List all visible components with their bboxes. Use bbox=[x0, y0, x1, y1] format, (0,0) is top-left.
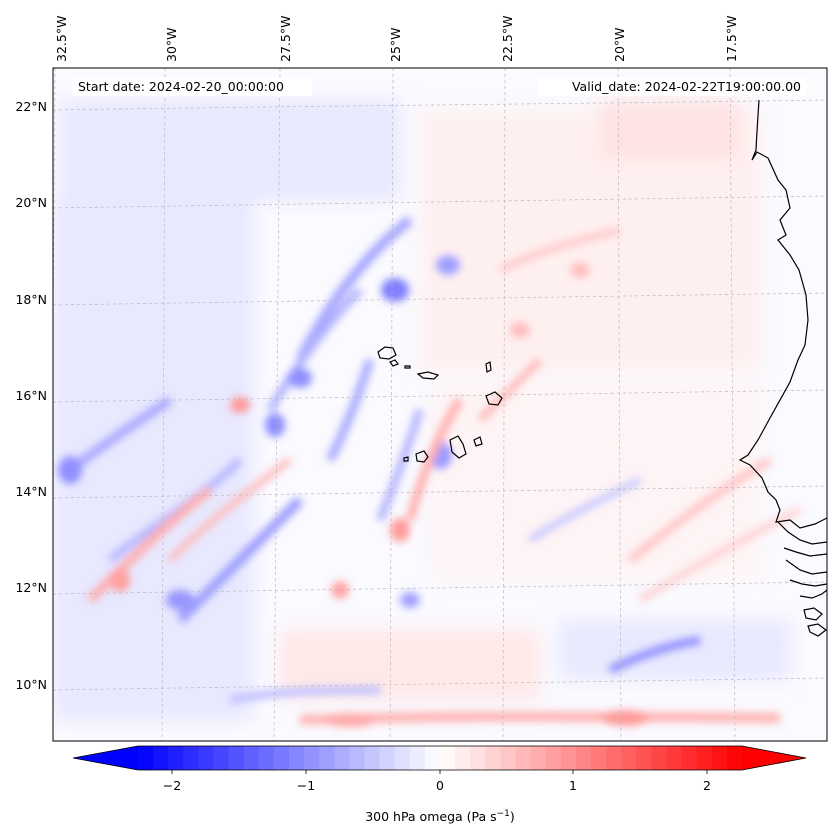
colorbar-segment bbox=[455, 746, 471, 770]
lat-label: 22°N bbox=[15, 99, 47, 114]
colorbar-segment bbox=[198, 746, 214, 770]
colorbar-segment bbox=[681, 746, 698, 770]
lon-label: 30°W bbox=[164, 27, 179, 62]
cape-verde-islands bbox=[377, 346, 503, 463]
colorbar-segment bbox=[379, 746, 396, 770]
start-date-text: Start date: 2024-02-20_00:00:00 bbox=[78, 79, 284, 94]
colorbar-segment bbox=[711, 746, 728, 770]
colorbar-ticks bbox=[171, 770, 708, 774]
longitude-labels: 32.5°W 30°W 27.5°W 25°W 22.5°W 20°W 17.5… bbox=[54, 16, 739, 62]
colorbar-segment bbox=[258, 746, 275, 770]
colorbar-segment bbox=[243, 746, 260, 770]
colorbar-segment bbox=[228, 746, 245, 770]
start-date-box bbox=[72, 77, 312, 96]
colorbar-segment bbox=[666, 746, 682, 770]
colorbar-segment bbox=[168, 746, 184, 770]
colorbar-segment bbox=[349, 746, 365, 770]
colorbar-tick-label: 2 bbox=[703, 778, 711, 793]
colorbar-segment bbox=[394, 746, 411, 770]
island-fogo bbox=[415, 450, 429, 463]
lon-label: 17.5°W bbox=[724, 16, 739, 62]
lon-label: 25°W bbox=[388, 27, 403, 62]
colorbar-segment bbox=[545, 746, 562, 770]
island-brava bbox=[403, 456, 409, 462]
colorbar-title: 300 hPa omega (Pa s−1) bbox=[365, 809, 515, 824]
colorbar-tick-label: −2 bbox=[163, 778, 181, 793]
colorbar-segment bbox=[364, 746, 380, 770]
colorbar-segment bbox=[319, 746, 335, 770]
island-sao-nicolau bbox=[416, 371, 440, 380]
map-panel bbox=[53, 68, 827, 741]
island-sal bbox=[485, 361, 492, 373]
colorbar-segment bbox=[500, 746, 516, 770]
island-santo-antao bbox=[377, 346, 397, 360]
africa-coastline bbox=[738, 99, 827, 637]
omega-broad-field bbox=[53, 100, 790, 720]
lat-label: 12°N bbox=[15, 580, 47, 595]
colorbar-segment bbox=[515, 746, 531, 770]
valid-date-box bbox=[538, 77, 807, 96]
valid-date-text: Valid_date: 2024-02-22T19:00:00.00 bbox=[572, 79, 801, 94]
colorbar-segment bbox=[289, 746, 305, 770]
lat-label: 18°N bbox=[15, 292, 47, 307]
colorbar-segment bbox=[153, 746, 169, 770]
colorbar-segments bbox=[138, 746, 743, 770]
colorbar-segment bbox=[213, 746, 229, 770]
colorbar-segment bbox=[304, 746, 320, 770]
colorbar-segment bbox=[621, 746, 637, 770]
island-santa-luzia bbox=[404, 365, 411, 369]
lat-label: 16°N bbox=[15, 388, 47, 403]
lon-label: 27.5°W bbox=[278, 16, 293, 62]
latitude-labels: 22°N 20°N 18°N 16°N 14°N 12°N 10°N bbox=[15, 99, 47, 692]
colorbar-segment bbox=[575, 746, 592, 770]
lat-label: 14°N bbox=[15, 484, 47, 499]
colorbar-min-extend bbox=[73, 746, 138, 770]
colorbar-tick-label: 0 bbox=[436, 778, 444, 793]
colorbar-segment bbox=[273, 746, 290, 770]
colorbar-segment bbox=[183, 746, 199, 770]
lon-label: 20°W bbox=[612, 27, 627, 62]
island-sao-vicente bbox=[389, 359, 399, 367]
colorbar-segment bbox=[696, 746, 713, 770]
lon-label: 32.5°W bbox=[54, 16, 69, 62]
colorbar: −2 −1 0 1 2 300 hPa omega (Pa s−1) bbox=[72, 745, 807, 824]
colorbar-outline bbox=[72, 745, 807, 771]
colorbar-segment bbox=[651, 746, 667, 770]
island-santiago bbox=[449, 435, 467, 459]
colorbar-segment bbox=[138, 746, 154, 770]
colorbar-tick-label: −1 bbox=[297, 778, 315, 793]
map-frame bbox=[52, 67, 828, 742]
colorbar-segment bbox=[424, 746, 441, 770]
colorbar-tick-label: 1 bbox=[569, 778, 577, 793]
map-gridlines bbox=[53, 68, 827, 741]
island-maio bbox=[473, 436, 483, 447]
colorbar-segment bbox=[530, 746, 547, 770]
lat-label: 10°N bbox=[15, 677, 47, 692]
colorbar-segment bbox=[334, 746, 350, 770]
colorbar-max-extend bbox=[742, 746, 806, 770]
lon-label: 22.5°W bbox=[500, 16, 515, 62]
colorbar-segment bbox=[606, 746, 622, 770]
colorbar-segment bbox=[470, 746, 486, 770]
island-boa-vista bbox=[485, 391, 503, 406]
colorbar-segment bbox=[485, 746, 501, 770]
colorbar-segment bbox=[726, 746, 743, 770]
colorbar-segment bbox=[409, 746, 426, 770]
colorbar-segment bbox=[591, 746, 607, 770]
colorbar-segment bbox=[560, 746, 577, 770]
colorbar-segment bbox=[440, 746, 456, 770]
lat-label: 20°N bbox=[15, 195, 47, 210]
colorbar-segment bbox=[636, 746, 652, 770]
